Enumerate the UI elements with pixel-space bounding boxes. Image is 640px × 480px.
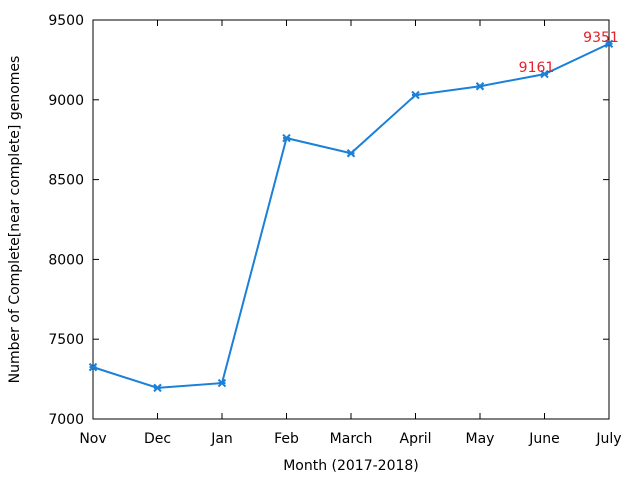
- y-tick-label: 9000: [48, 93, 84, 109]
- x-tick-label: March: [330, 431, 373, 447]
- y-tick-label: 8000: [48, 252, 84, 268]
- series-line: [92, 42, 610, 389]
- y-axis-label: Number of Complete[near complete] genome…: [7, 56, 23, 384]
- x-tick-label: June: [528, 431, 560, 447]
- data-point: [153, 383, 162, 393]
- data-point: [475, 82, 485, 91]
- data-point: [217, 378, 227, 388]
- x-tick-label: May: [466, 431, 495, 447]
- y-tick-label: 8500: [48, 173, 84, 189]
- y-tick-label: 9500: [48, 13, 84, 29]
- data-point: [540, 69, 549, 79]
- y-tick-label: 7500: [48, 332, 84, 348]
- axis-ticks: [92, 19, 610, 420]
- x-tick-label: Nov: [79, 431, 106, 447]
- x-tick-label: July: [595, 431, 621, 447]
- data-label: 9161: [519, 60, 555, 76]
- plot-frame: [92, 19, 610, 420]
- data-label: 9351: [583, 30, 619, 46]
- x-axis-tick-labels: Nov Dec Jan Feb March April May June July: [79, 431, 621, 447]
- x-axis-label: Month (2017-2018): [283, 458, 419, 474]
- x-tick-label: Jan: [210, 431, 233, 447]
- annotations-group: 9161 9351: [519, 30, 619, 76]
- series-group: [88, 39, 614, 393]
- data-point: [88, 362, 98, 372]
- data-point: [346, 149, 356, 158]
- y-tick-label: 7000: [48, 412, 84, 428]
- data-point: [411, 90, 420, 100]
- data-point: [604, 39, 614, 48]
- data-point: [282, 133, 291, 143]
- x-tick-label: Feb: [274, 431, 299, 447]
- y-axis-tick-labels: 7000 7500 8000 8500 9000 9500: [48, 13, 84, 428]
- x-tick-label: April: [400, 431, 432, 447]
- x-tick-label: Dec: [144, 431, 171, 447]
